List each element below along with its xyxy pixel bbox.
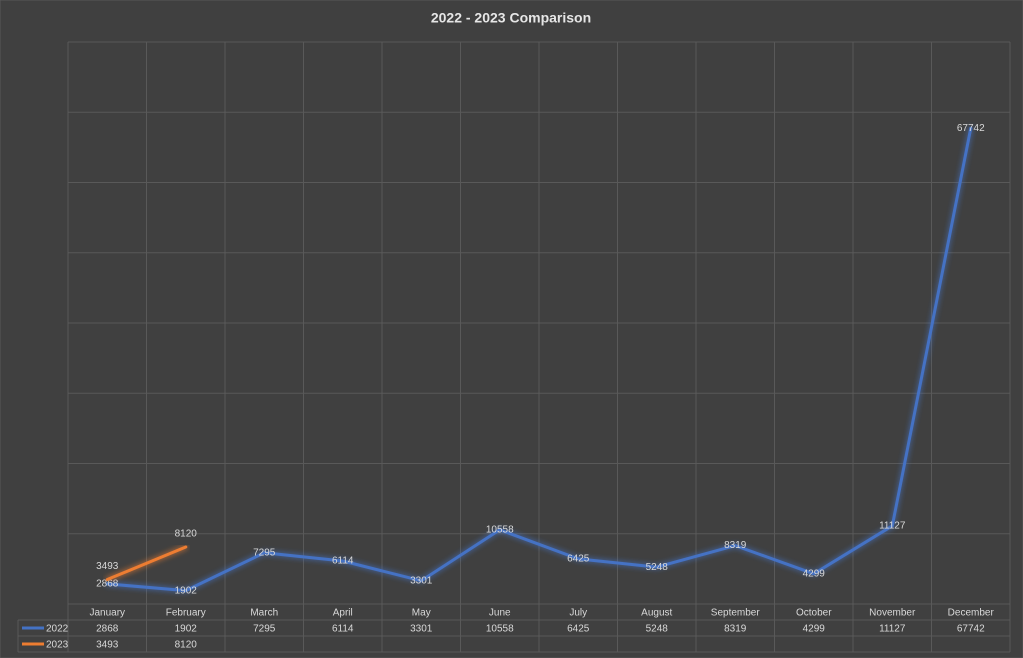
table-cell: 2868 bbox=[96, 624, 119, 635]
data-label: 6114 bbox=[332, 556, 354, 567]
table-header: April bbox=[333, 608, 353, 619]
data-label: 2868 bbox=[96, 578, 119, 589]
table-header: October bbox=[796, 608, 832, 619]
legend-label: 2022 bbox=[46, 624, 69, 635]
table-cell: 6114 bbox=[332, 624, 354, 635]
table-cell: 6425 bbox=[567, 624, 590, 635]
data-label: 5248 bbox=[646, 562, 669, 573]
table-header: September bbox=[711, 608, 761, 619]
table-header: June bbox=[489, 608, 511, 619]
table-header: May bbox=[412, 608, 431, 619]
table-header: December bbox=[948, 608, 995, 619]
table-cell: 8120 bbox=[175, 640, 198, 651]
table-header: February bbox=[166, 608, 206, 619]
table-cell: 67742 bbox=[957, 624, 985, 635]
table-cell: 5248 bbox=[646, 624, 669, 635]
table-cell: 4299 bbox=[803, 624, 826, 635]
data-label: 10558 bbox=[486, 524, 514, 535]
legend-label: 2023 bbox=[46, 640, 69, 651]
data-label: 11127 bbox=[879, 520, 906, 531]
data-label: 8319 bbox=[724, 540, 747, 551]
table-cell: 1902 bbox=[175, 624, 198, 635]
series-line bbox=[105, 545, 188, 581]
data-label: 1902 bbox=[175, 585, 198, 596]
table-header: July bbox=[569, 608, 587, 619]
table-cell: 3493 bbox=[96, 640, 119, 651]
data-label: 6425 bbox=[567, 554, 590, 565]
table-cell: 3301 bbox=[410, 624, 433, 635]
data-label: 67742 bbox=[957, 123, 985, 134]
table-cell: 8319 bbox=[724, 624, 747, 635]
table-header: August bbox=[641, 608, 672, 619]
data-label: 3493 bbox=[96, 561, 119, 572]
table-cell: 11127 bbox=[879, 624, 906, 635]
table-header: January bbox=[89, 608, 125, 619]
data-label: 7295 bbox=[253, 547, 276, 558]
table-cell: 10558 bbox=[486, 624, 514, 635]
table-header: March bbox=[250, 608, 278, 619]
chart-title: 2022 - 2023 Comparison bbox=[431, 10, 591, 26]
table-header: November bbox=[869, 608, 916, 619]
table-cell: 7295 bbox=[253, 624, 276, 635]
series-line bbox=[105, 126, 973, 593]
data-label: 8120 bbox=[175, 529, 198, 540]
data-label: 3301 bbox=[410, 575, 433, 586]
data-label: 4299 bbox=[803, 568, 826, 579]
